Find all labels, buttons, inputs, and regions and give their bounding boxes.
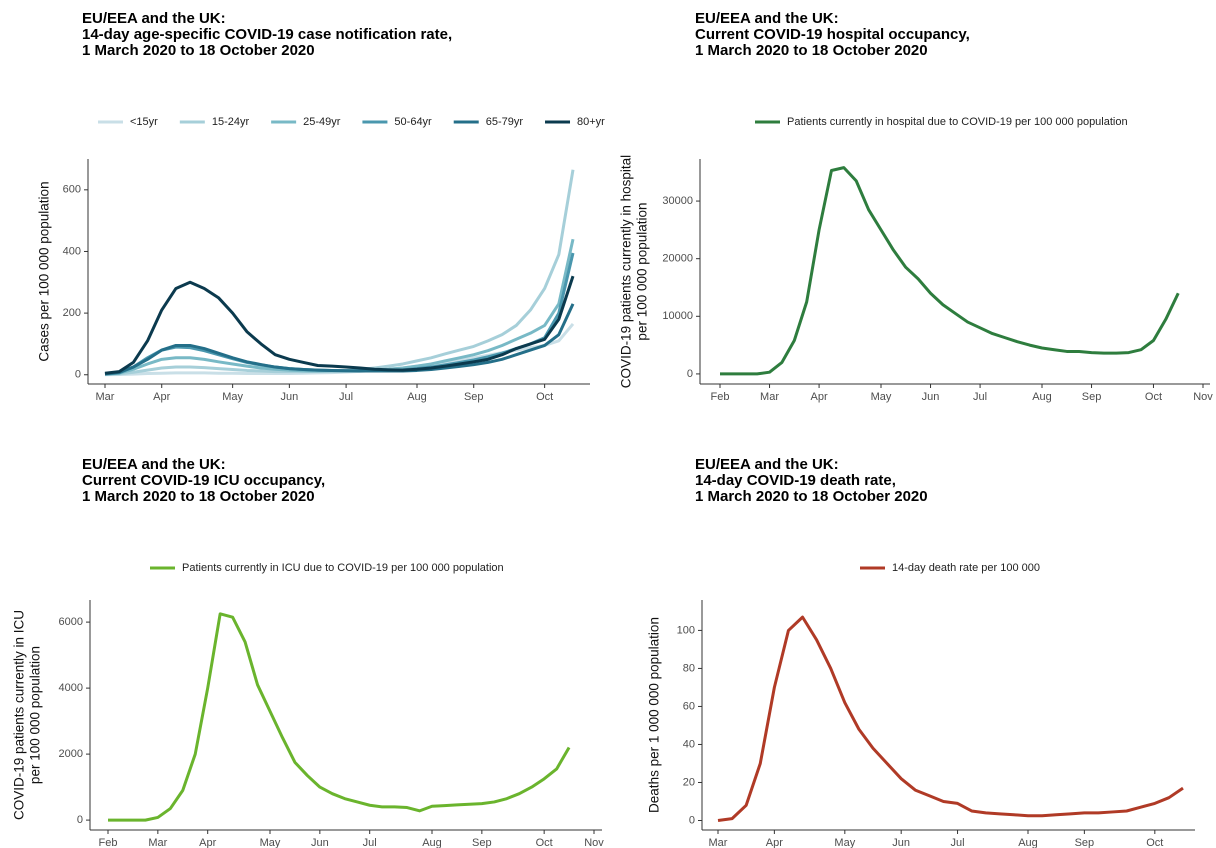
y-tick-label: 0	[77, 814, 83, 826]
x-tick-label: Mar	[148, 837, 167, 848]
x-tick-label: Apr	[199, 837, 216, 848]
x-tick-label: Oct	[1146, 837, 1163, 848]
x-tick-label: Mar	[709, 837, 728, 848]
x-tick-label: Jul	[339, 391, 353, 403]
x-tick-label: Jun	[892, 837, 910, 848]
series-line	[717, 615, 1184, 822]
x-tick-label: Mar	[96, 391, 115, 403]
y-axis-label: Cases per 100 000 population	[37, 181, 52, 361]
y-tick-label: 0	[689, 814, 695, 826]
y-tick-label: 40	[683, 738, 695, 750]
chart-title: EU/EEA and the UK:	[82, 456, 226, 473]
x-tick-label: Oct	[536, 837, 553, 848]
chart-title: 1 March 2020 to 18 October 2020	[82, 42, 315, 59]
x-tick-label: Jul	[973, 391, 987, 403]
y-tick-label: 0	[75, 369, 81, 381]
x-tick-label: May	[260, 837, 281, 848]
legend-label: 15-24yr	[212, 116, 250, 128]
y-tick-label: 10000	[662, 310, 693, 322]
x-tick-label: Feb	[711, 391, 730, 403]
y-tick-label: 80	[683, 662, 695, 674]
y-tick-label: 200	[63, 307, 81, 319]
y-tick-label: 20	[683, 776, 695, 788]
x-tick-label: Aug	[1032, 391, 1052, 403]
chart-title: Current COVID-19 hospital occupancy,	[695, 26, 970, 43]
x-tick-label: Jul	[951, 837, 965, 848]
series-line	[720, 166, 1180, 376]
legend-label: 65-79yr	[486, 116, 524, 128]
chart-title: EU/EEA and the UK:	[695, 456, 839, 473]
y-tick-label: 400	[63, 245, 81, 257]
x-tick-label: Sep	[472, 837, 492, 848]
x-tick-label: Aug	[407, 391, 427, 403]
chart-title: Current COVID-19 ICU occupancy,	[82, 472, 325, 489]
y-axis-label: COVID-19 patients currently in ICU	[12, 610, 27, 820]
x-tick-label: May	[222, 391, 243, 403]
x-tick-label: Apr	[811, 391, 828, 403]
y-tick-label: 4000	[59, 682, 83, 694]
y-tick-label: 6000	[59, 616, 83, 628]
x-tick-label: Sep	[1075, 837, 1095, 848]
series-line	[104, 275, 575, 375]
x-tick-label: Apr	[153, 391, 170, 403]
legend-label: 25-49yr	[303, 116, 341, 128]
chart-title: 14-day COVID-19 death rate,	[695, 472, 896, 489]
y-axis-label: per 100 000 population	[635, 202, 650, 340]
x-tick-label: Apr	[766, 837, 783, 848]
legend-label: Patients currently in ICU due to COVID-1…	[182, 562, 504, 574]
series-line	[108, 612, 571, 822]
x-tick-label: Jun	[922, 391, 940, 403]
y-axis-label: COVID-19 patients currently in hospital	[619, 155, 634, 388]
y-tick-label: 30000	[662, 195, 693, 207]
x-tick-label: Jul	[363, 837, 377, 848]
x-tick-label: Nov	[1193, 391, 1213, 403]
x-tick-label: Jun	[311, 837, 329, 848]
y-axis-label: Deaths per 1 000 000 population	[647, 617, 662, 813]
y-axis-label: per 100 000 population	[28, 646, 43, 784]
chart-title: EU/EEA and the UK:	[695, 10, 839, 27]
x-tick-label: Aug	[1018, 837, 1038, 848]
y-tick-label: 600	[63, 184, 81, 196]
chart-title: 14-day age-specific COVID-19 case notifi…	[82, 26, 452, 43]
legend-label: 14-day death rate per 100 000	[892, 562, 1040, 574]
x-tick-label: May	[834, 837, 855, 848]
y-tick-label: 2000	[59, 748, 83, 760]
x-tick-label: Jun	[280, 391, 298, 403]
x-tick-label: May	[871, 391, 892, 403]
chart-title: 1 March 2020 to 18 October 2020	[695, 488, 928, 505]
y-tick-label: 60	[683, 700, 695, 712]
chart-title: EU/EEA and the UK:	[82, 10, 226, 27]
legend-label: 50-64yr	[394, 116, 432, 128]
legend-label: 80+yr	[577, 116, 605, 128]
legend-label: Patients currently in hospital due to CO…	[787, 116, 1128, 128]
x-tick-label: Nov	[584, 837, 604, 848]
x-tick-label: Aug	[422, 837, 442, 848]
chart-title: 1 March 2020 to 18 October 2020	[82, 488, 315, 505]
x-tick-label: Oct	[1145, 391, 1162, 403]
series-line	[104, 303, 575, 376]
y-tick-label: 0	[687, 368, 693, 380]
x-tick-label: Sep	[464, 391, 484, 403]
chart-title: 1 March 2020 to 18 October 2020	[695, 42, 928, 59]
x-tick-label: Feb	[99, 837, 118, 848]
x-tick-label: Mar	[760, 391, 779, 403]
y-tick-label: 20000	[662, 253, 693, 265]
legend-label: <15yr	[130, 116, 158, 128]
x-tick-label: Sep	[1082, 391, 1102, 403]
y-tick-label: 100	[677, 624, 695, 636]
x-tick-label: Oct	[536, 391, 553, 403]
